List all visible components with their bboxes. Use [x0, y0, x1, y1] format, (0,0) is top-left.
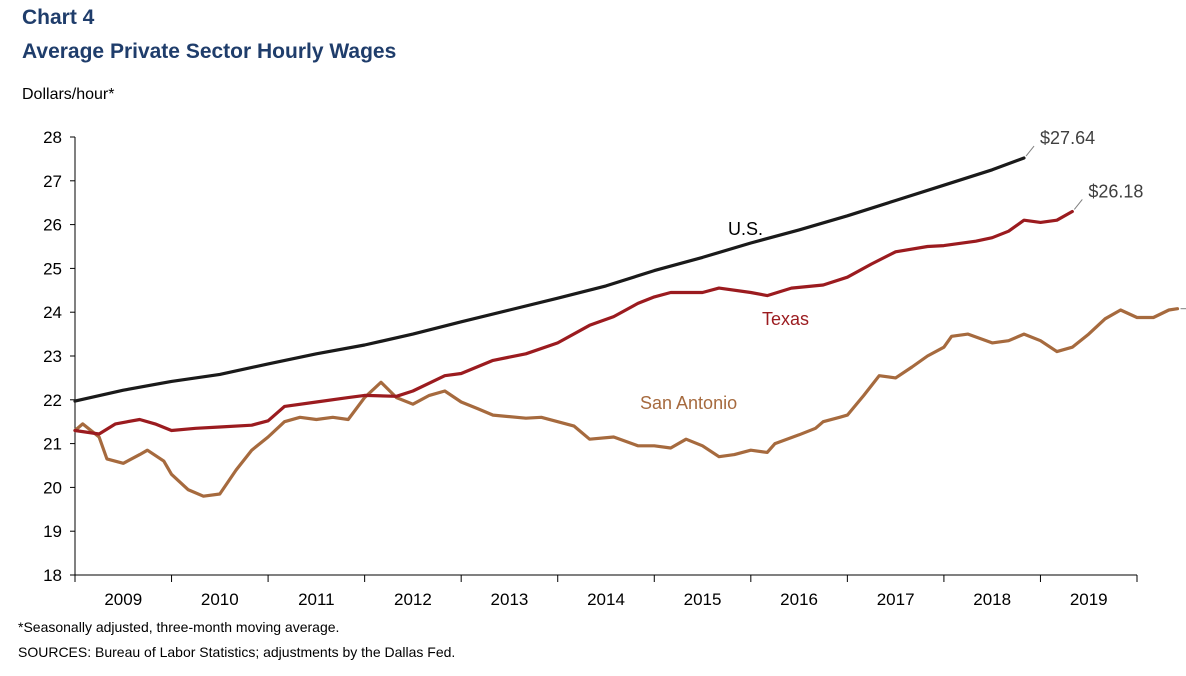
x-tick-label: 2018: [973, 590, 1011, 609]
x-tick-label: 2010: [201, 590, 239, 609]
y-tick-label: 23: [43, 347, 62, 366]
y-tick-label: 27: [43, 172, 62, 191]
x-tick-label: 2012: [394, 590, 432, 609]
y-axis-label: Dollars/hour*: [22, 86, 115, 103]
y-tick-label: 22: [43, 391, 62, 410]
series-line-san-antonio: [73, 307, 1180, 498]
y-tick-label: 19: [43, 522, 62, 541]
leader-line: [1073, 199, 1083, 210]
end-value-label-u-s: $27.64: [1040, 128, 1095, 148]
chart-number: Chart 4: [22, 6, 95, 29]
series-label-u-s: U.S.: [728, 219, 763, 239]
footnote: *Seasonally adjusted, three-month moving…: [18, 619, 340, 635]
leader-line: [1025, 145, 1035, 157]
y-tick-label: 18: [43, 566, 62, 585]
y-tick-label: 21: [43, 435, 62, 454]
series-line-texas: [73, 209, 1074, 436]
end-value-label-texas: $26.18: [1088, 181, 1143, 201]
x-tick-label: 2019: [1070, 590, 1108, 609]
x-tick-label: 2017: [877, 590, 915, 609]
y-tick-label: 26: [43, 216, 62, 235]
series-line-u-s: [73, 156, 1026, 403]
y-tick-label: 24: [43, 303, 62, 322]
y-tick-label: 20: [43, 478, 62, 497]
x-tick-label: 2013: [491, 590, 529, 609]
x-tick-label: 2016: [780, 590, 818, 609]
y-tick-label: 28: [43, 128, 62, 147]
x-tick-label: 2011: [298, 590, 335, 609]
chart-title: Average Private Sector Hourly Wages: [22, 40, 397, 63]
x-tick-label: 2015: [684, 590, 722, 609]
sources-note: SOURCES: Bureau of Labor Statistics; adj…: [18, 644, 456, 660]
y-tick-label: 25: [43, 259, 62, 278]
series-label-san-antonio: San Antonio: [640, 393, 737, 413]
series-label-texas: Texas: [762, 309, 809, 329]
x-tick-label: 2014: [587, 590, 625, 609]
x-tick-label: 2009: [104, 590, 142, 609]
